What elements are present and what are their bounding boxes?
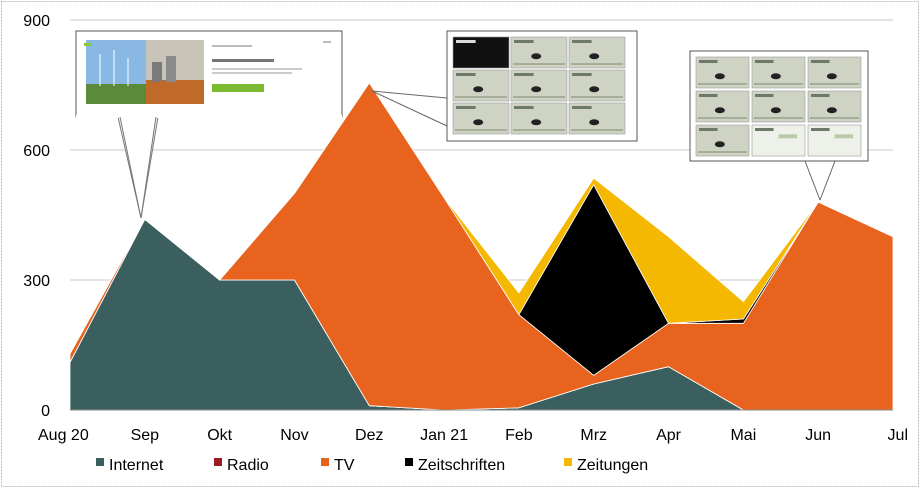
x-tick-label: Aug 20 <box>38 427 89 444</box>
x-tick-label: Apr <box>656 427 682 444</box>
x-axis-ticks: Aug 20 Sep Okt Nov Dez Jan 21 Feb Mrz Apr Mai Jun J… <box>38 427 908 444</box>
ad-callout-dez <box>371 30 638 142</box>
legend-label: Radio <box>227 457 269 474</box>
y-tick-label: 900 <box>23 13 50 30</box>
y-axis-ticks: 0 300 600 900 <box>23 13 50 420</box>
ad-thumbnail <box>695 56 750 89</box>
x-tick-label: Jul <box>888 427 908 444</box>
ad-callout-jun <box>689 50 869 201</box>
x-tick-label: Mrz <box>580 427 607 444</box>
legend-label: Zeitungen <box>577 457 648 474</box>
ad-thumbnail-grid-jun <box>695 56 862 157</box>
legend-label: TV <box>334 457 355 474</box>
legend: Internet Radio TV Zeitschriften Zeitungen <box>96 457 648 474</box>
x-tick-label: Okt <box>207 427 232 444</box>
legend-label: Zeitschriften <box>418 457 505 474</box>
ad-callout-sep <box>75 30 343 219</box>
x-tick-label: Jan 21 <box>420 427 468 444</box>
x-tick-label: Nov <box>280 427 308 444</box>
x-tick-label: Dez <box>355 427 383 444</box>
legend-swatch <box>564 458 572 466</box>
legend-label: Internet <box>109 457 164 474</box>
ad-thumbnail-grid-dez <box>452 36 626 135</box>
legend-swatch <box>405 458 413 466</box>
area-zeitungen <box>69 82 894 355</box>
legend-swatch <box>96 458 104 466</box>
legend-swatch <box>321 458 329 466</box>
x-tick-label: Mai <box>730 427 756 444</box>
x-tick-label: Jun <box>805 427 831 444</box>
y-tick-label: 0 <box>41 403 50 420</box>
legend-swatch <box>214 458 222 466</box>
x-tick-label: Sep <box>131 427 160 444</box>
y-tick-label: 300 <box>23 273 50 290</box>
y-tick-label: 600 <box>23 143 50 160</box>
x-tick-label: Feb <box>505 427 533 444</box>
